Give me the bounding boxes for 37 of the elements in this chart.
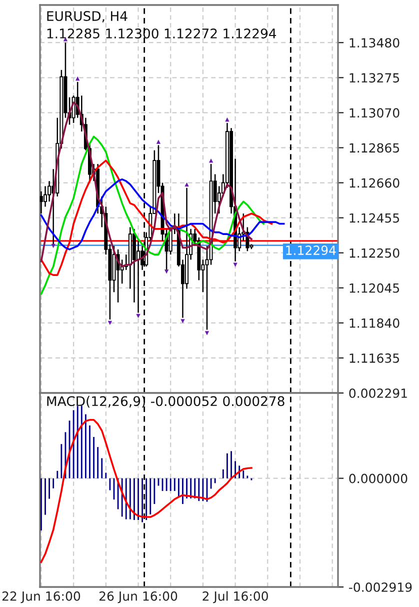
point	[108, 320, 112, 326]
line-series	[40, 178, 285, 250]
point	[180, 319, 185, 324]
candlestick	[40, 190, 43, 214]
point	[51, 244, 56, 248]
point	[76, 76, 80, 81]
y-tick-label: 0.000000	[349, 474, 408, 484]
y-tick-label: -0.002919	[349, 582, 412, 592]
text: 1.12285 1.12300 1.12272 1.12294	[47, 28, 276, 38]
y-tick-label: 1.12865	[350, 143, 400, 153]
point	[184, 182, 189, 187]
y-tick-label: 1.13275	[350, 73, 400, 83]
line-series	[40, 418, 252, 563]
y-tick-label: 1.12045	[350, 283, 400, 293]
x-tick-label: 2 Jul 16:00	[202, 591, 268, 604]
point	[164, 270, 169, 274]
chart-title: EURUSD, H4	[47, 11, 128, 22]
y-tick-label: 1.11635	[350, 353, 400, 363]
y-tick-label: 0.002291	[349, 388, 407, 398]
x-tick-label: 22 Jun 16:00	[2, 591, 80, 604]
x-tick-label: 26 Jun 16:00	[99, 591, 178, 604]
y-tick-label: 1.13070	[350, 108, 400, 118]
point	[208, 158, 214, 163]
point	[156, 140, 161, 144]
y-tick-label: 1.12660	[350, 178, 400, 188]
y-tick-label: 1.11840	[350, 318, 400, 328]
candlestick	[48, 180, 52, 202]
line-series	[40, 136, 265, 295]
point	[136, 314, 140, 318]
point	[204, 331, 210, 336]
chart-title: MACD(12,26,9) -0.000052 0.000278	[47, 396, 284, 408]
point	[233, 262, 238, 267]
y-tick-label: 1.12455	[350, 213, 400, 223]
y-tick-label: 1.13480	[350, 38, 400, 48]
ref-line-label: 1.12294	[286, 246, 336, 255]
y-tick-label: 1.12250	[350, 248, 400, 258]
point	[225, 117, 230, 122]
